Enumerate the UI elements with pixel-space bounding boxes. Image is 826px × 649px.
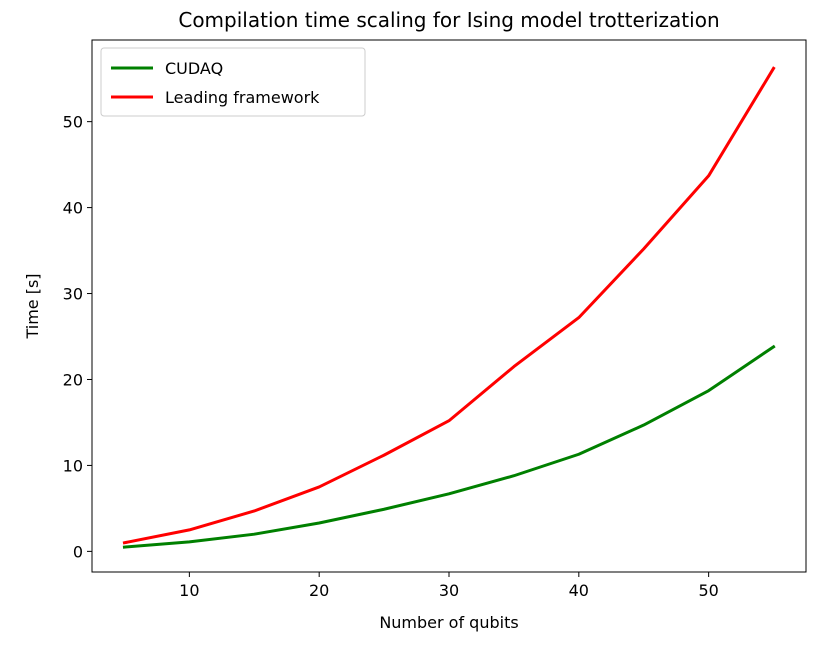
plot-layer	[122, 66, 776, 549]
legend-label-leading-framework: Leading framework	[165, 88, 320, 107]
series-line-1	[122, 66, 776, 545]
legend-box	[100, 47, 366, 117]
legend-label-cudaq: CUDAQ	[165, 59, 223, 78]
series-line-0	[122, 344, 776, 549]
x-axis-label: Number of qubits	[379, 613, 518, 632]
y-tick-label: 30	[63, 285, 83, 304]
y-tick-label: 50	[63, 113, 83, 132]
y-tick-label: 40	[63, 199, 83, 218]
x-tick-label: 50	[698, 581, 718, 600]
y-tick-label: 0	[73, 542, 83, 561]
y-tick-label: 10	[63, 456, 83, 475]
ticks-layer: 10 20 30 40 50 0 10 20 30 40 50	[63, 113, 719, 600]
x-tick-label: 30	[439, 581, 459, 600]
x-tick-label: 40	[569, 581, 589, 600]
x-tick-label: 10	[179, 581, 199, 600]
y-axis-label: Time [s]	[23, 273, 42, 339]
chart-title: Compilation time scaling for Ising model…	[178, 8, 719, 32]
legend: CUDAQ Leading framework	[100, 47, 366, 117]
y-tick-label: 20	[63, 370, 83, 389]
plot-frame	[91, 39, 807, 573]
x-tick-label: 20	[309, 581, 329, 600]
